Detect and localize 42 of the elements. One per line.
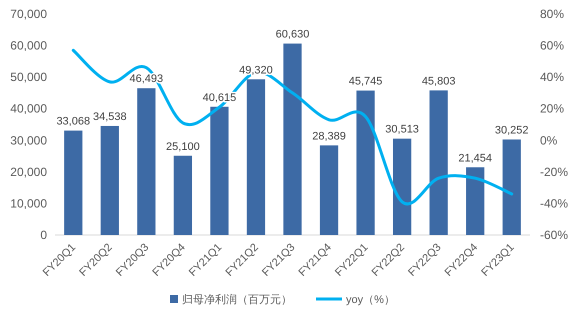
bar: [392, 138, 412, 235]
y-tick-label: 40,000: [10, 102, 48, 116]
bar: [64, 130, 82, 235]
bar: [246, 79, 266, 235]
y-tick-label: 60,000: [10, 38, 48, 53]
y2-tick-label: -20%: [540, 164, 568, 179]
y-tick-label: 10,000: [10, 196, 48, 210]
bar: [283, 44, 302, 235]
y2-tick-label: 80%: [540, 7, 564, 21]
bar: [100, 126, 119, 235]
bar: [210, 106, 229, 235]
bar: [430, 90, 448, 235]
y2-tick-label: 0%: [540, 133, 558, 148]
bar: [320, 145, 338, 235]
y2-tick-label: 40%: [540, 70, 564, 84]
y-tick-label: 20,000: [10, 164, 48, 179]
data-label: 33,068: [56, 116, 90, 128]
data-label: 28,389: [312, 130, 346, 142]
y-tick-label: 50,000: [10, 70, 48, 84]
data-label: 25,100: [166, 140, 200, 153]
y2-tick-label: 60%: [540, 38, 564, 53]
data-label: 30,513: [385, 124, 419, 136]
bar: [502, 139, 521, 235]
data-label: 30,252: [494, 124, 529, 136]
legend-label: yoy（%）: [346, 294, 395, 306]
y-tick-label: 70,000: [10, 7, 48, 21]
data-label: 49,320: [239, 64, 273, 76]
legend-label: 归母净利润（百万元）: [182, 293, 292, 306]
bar: [137, 88, 156, 235]
bar: [466, 167, 484, 235]
y-tick-label: 30,000: [10, 133, 48, 148]
bar: [356, 90, 375, 235]
data-label: 34,538: [92, 110, 127, 123]
bar: [174, 156, 192, 235]
y-tick-label: 0: [40, 228, 48, 242]
data-label: 45,745: [348, 76, 382, 88]
data-label: 60,630: [276, 28, 310, 41]
y2-tick-label: 20%: [540, 102, 564, 116]
data-label: 45,803: [422, 75, 456, 88]
y2-tick-label: -60%: [540, 228, 568, 242]
y2-tick-label: -40%: [540, 196, 568, 210]
data-label: 21,454: [458, 152, 492, 164]
